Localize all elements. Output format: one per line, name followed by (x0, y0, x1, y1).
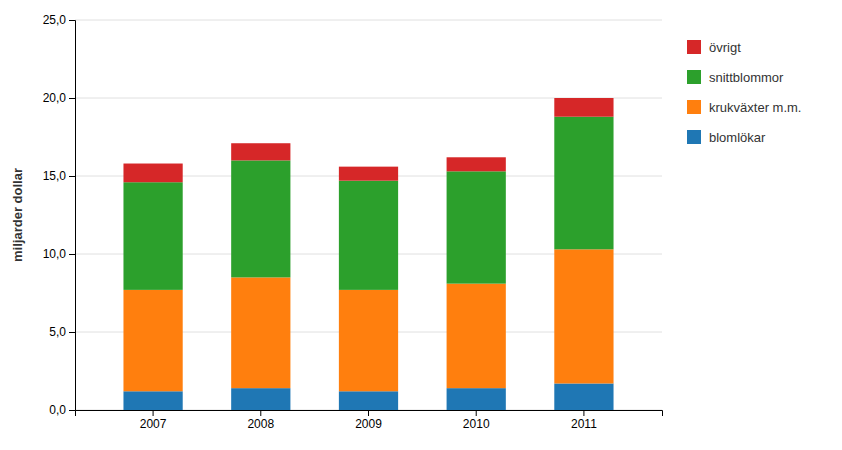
x-tick-label: 2007 (140, 417, 167, 431)
bar (447, 388, 506, 410)
bar (447, 157, 506, 171)
y-tick: 20,0 (43, 91, 75, 105)
x-tick-label: 2010 (463, 417, 490, 431)
legend-item: blomlökar (687, 130, 766, 145)
bar (123, 391, 182, 410)
bar (339, 290, 398, 391)
y-tick-mark (69, 98, 75, 99)
bar (123, 164, 182, 183)
grid-line (75, 20, 662, 21)
legend-item: snittblommor (687, 70, 784, 85)
y-tick-mark (69, 332, 75, 333)
y-tick: 15,0 (43, 169, 75, 183)
bar (123, 290, 182, 391)
bar (554, 117, 613, 250)
y-axis-line (69, 21, 76, 411)
y-tick-label: 5,0 (49, 325, 66, 339)
x-tick-label: 2011 (571, 417, 597, 431)
y-tick-label: 10,0 (43, 247, 67, 261)
legend-item: övrigt (687, 40, 741, 55)
legend-label: snittblommor (709, 70, 784, 85)
bar (554, 249, 613, 383)
x-tick-mark (260, 410, 261, 416)
legend-label: blomlökar (709, 130, 766, 145)
bar (231, 388, 290, 410)
y-tick-mark (69, 20, 75, 21)
x-tick-mark (368, 410, 369, 416)
bar (554, 383, 613, 410)
y-tick-mark (69, 254, 75, 255)
bar (231, 160, 290, 277)
legend-item: krukväxter m.m. (687, 100, 801, 115)
bar (339, 391, 398, 410)
x-tick: 2009 (355, 410, 382, 431)
y-tick: 5,0 (49, 325, 75, 339)
x-tick-label: 2008 (247, 417, 274, 431)
legend: övrigt snittblommor krukväxter m.m. blomlök… (687, 40, 801, 145)
chart: 2007 2008 2009 2010 2011 0,0 5,0 10,0 15,0 20,0 25… (0, 0, 842, 450)
bar (123, 182, 182, 290)
bar (447, 171, 506, 283)
y-tick: 0,0 (49, 403, 75, 417)
y-tick: 10,0 (43, 247, 75, 261)
y-tick-mark (69, 410, 75, 411)
x-tick: 2007 (140, 410, 167, 431)
legend-swatch (687, 40, 701, 54)
legend-swatch (687, 100, 701, 114)
bar (447, 284, 506, 389)
legend-swatch (687, 130, 701, 144)
y-tick-mark (69, 176, 75, 177)
bar (231, 277, 290, 388)
x-tick-mark (153, 410, 154, 416)
bar-series (123, 117, 613, 290)
y-tick-label: 0,0 (49, 403, 66, 417)
y-tick-label: 25,0 (43, 13, 67, 27)
x-tick: 2011 (571, 410, 597, 431)
x-axis-line (76, 411, 663, 417)
bar (339, 181, 398, 290)
bar (231, 143, 290, 160)
x-axis: 2007 2008 2009 2010 2011 (76, 410, 663, 431)
x-tick-mark (476, 410, 477, 416)
x-tick-mark (583, 410, 584, 416)
y-axis: 0,0 5,0 10,0 15,0 20,0 25,0 (43, 13, 76, 417)
bar-series (123, 98, 613, 182)
y-tick: 25,0 (43, 13, 75, 27)
plot: 2007 2008 2009 2010 2011 0,0 5,0 10,0 15,0 20,0 25… (43, 13, 663, 430)
legend-swatch (687, 70, 701, 84)
legend-label: övrigt (709, 40, 741, 55)
x-tick-label: 2009 (355, 417, 382, 431)
bar (339, 167, 398, 181)
legend-label: krukväxter m.m. (709, 100, 801, 115)
bars (123, 98, 613, 410)
bar (554, 98, 613, 117)
x-tick: 2010 (463, 410, 490, 431)
y-tick-label: 20,0 (43, 91, 67, 105)
grid (75, 20, 662, 410)
y-tick-label: 15,0 (43, 169, 67, 183)
x-tick: 2008 (247, 410, 274, 431)
y-axis-title: miljarder dollar (10, 168, 25, 262)
